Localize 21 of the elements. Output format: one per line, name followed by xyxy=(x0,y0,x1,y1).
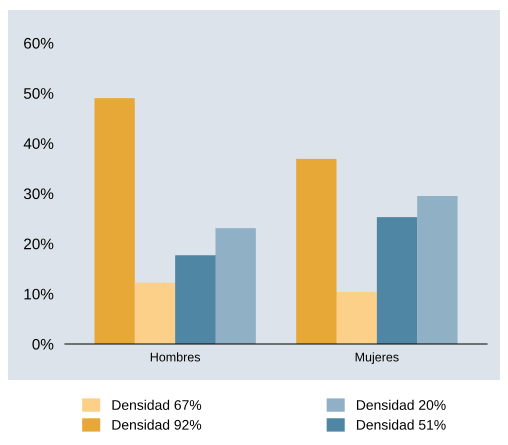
y-tick-label: 40% xyxy=(24,138,54,150)
legend-label: Densidad 92% xyxy=(112,420,202,430)
y-tick-label: 60% xyxy=(24,38,54,49)
bar xyxy=(296,158,337,344)
bar xyxy=(417,196,458,344)
bar xyxy=(175,255,216,344)
y-tick-label: 0% xyxy=(32,338,54,350)
legend-label: Densidad 67% xyxy=(112,400,202,410)
bar xyxy=(376,217,418,344)
x-tick-label: Mujeres xyxy=(356,352,399,364)
y-tick-label: 10% xyxy=(24,288,54,300)
legend-label: Densidad 20% xyxy=(356,400,446,410)
bar xyxy=(336,292,377,344)
legend-label: Densidad 51% xyxy=(356,420,446,430)
y-tick-label: 50% xyxy=(24,88,54,99)
x-tick-label: Hombres xyxy=(150,352,200,362)
bar xyxy=(215,228,256,344)
y-tick-label: 20% xyxy=(24,238,54,250)
y-tick-label: 30% xyxy=(24,188,54,200)
bar xyxy=(94,98,135,344)
bar xyxy=(134,282,176,344)
